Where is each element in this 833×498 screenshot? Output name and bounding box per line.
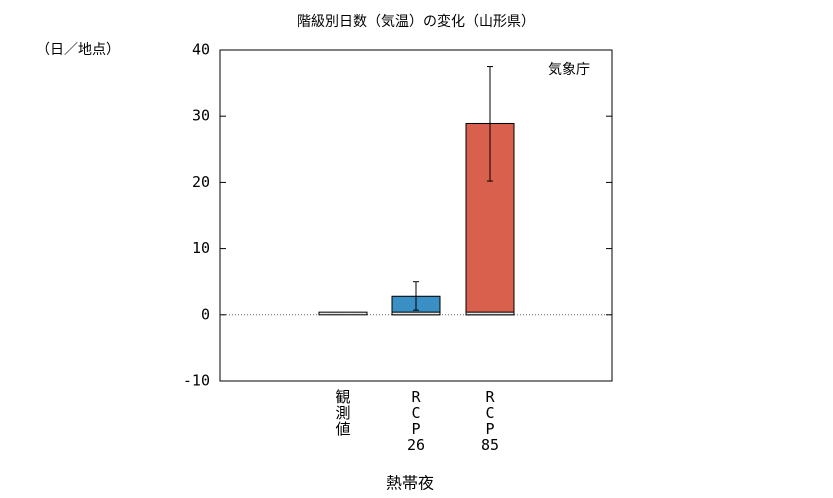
x-axis-label: 熱帯夜 (386, 474, 434, 493)
y-tick-label: 20 (192, 173, 210, 191)
chart-title: 階級別日数（気温）の変化（山形県） (297, 13, 535, 30)
observed-bar (391, 311, 441, 316)
y-unit-label: （日／地点） (36, 42, 120, 58)
y-tick-label: 30 (192, 107, 210, 125)
y-tick-label: -10 (183, 372, 210, 390)
x-tick-label: R C P 85 (481, 388, 499, 454)
y-tick-label: 0 (201, 305, 210, 323)
x-tick-label: 観測値 (335, 388, 350, 438)
observed-bar (465, 311, 515, 316)
plot-frame (219, 49, 613, 382)
y-tick-label: 40 (192, 41, 210, 59)
x-tick-label: R C P 26 (407, 388, 425, 454)
annotation: 気象庁 (548, 62, 590, 78)
y-tick-label: 10 (192, 239, 210, 257)
bar (318, 311, 368, 316)
